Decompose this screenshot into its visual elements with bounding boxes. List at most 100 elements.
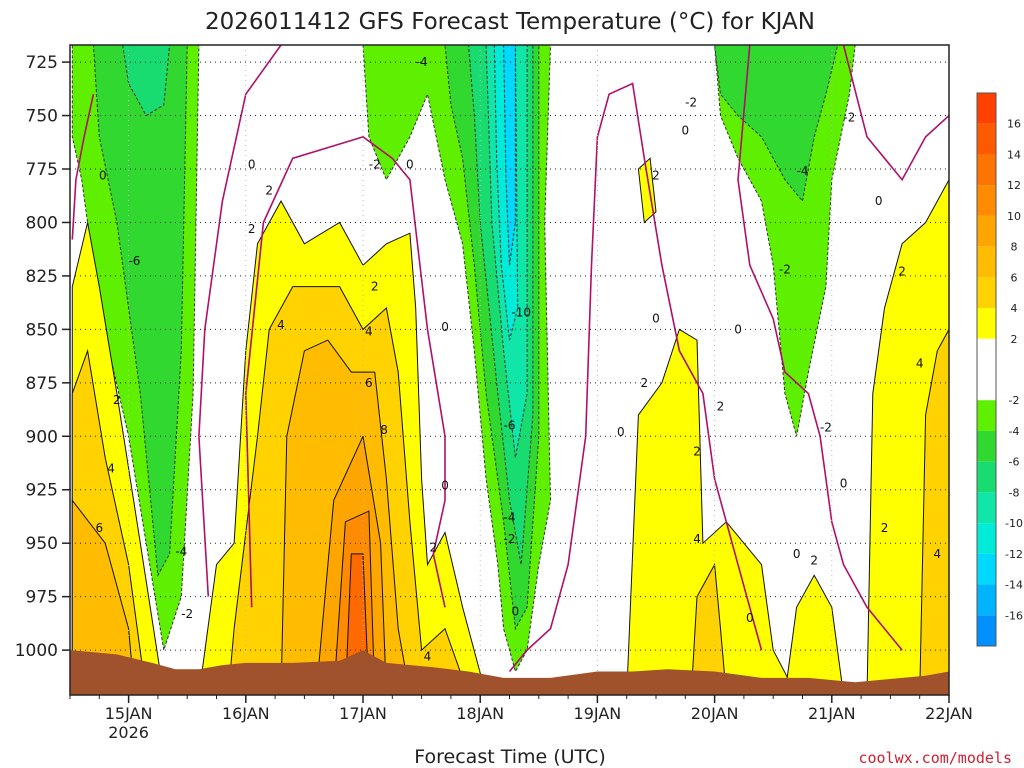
contour-label-30: 0 bbox=[652, 312, 660, 326]
contour-label-26: -2 bbox=[181, 607, 193, 621]
temperature-region-1 bbox=[92, 45, 188, 577]
contour-label-9: 0 bbox=[406, 158, 414, 172]
colorbar-tick-14: 14 bbox=[1007, 148, 1021, 161]
chart-title: 2026011412 GFS Forecast Temperature (°C)… bbox=[205, 9, 815, 35]
contour-label-10: -2 bbox=[369, 158, 381, 172]
xtick-label-20JAN: 20JAN bbox=[691, 704, 739, 723]
contour-label-27: 0 bbox=[617, 425, 625, 439]
contour-label-47: 4 bbox=[916, 357, 924, 371]
colorbar-tick-12: 12 bbox=[1007, 179, 1021, 192]
ytick-label-925: 925 bbox=[26, 481, 58, 501]
temperature-fill-layer bbox=[71, 45, 949, 695]
contour-label-15: -10 bbox=[511, 305, 531, 319]
contour-label-20: -4 bbox=[416, 55, 428, 69]
contour-label-33: 2 bbox=[693, 444, 701, 458]
temperature-region-25 bbox=[919, 329, 949, 695]
contour-label-14: 4 bbox=[424, 650, 432, 664]
contour-label-34: 2 bbox=[717, 399, 725, 413]
contour-label-3: 2 bbox=[248, 222, 256, 236]
colorbar-tick--12: -12 bbox=[1005, 548, 1023, 561]
contour-label-5: 4 bbox=[365, 325, 373, 339]
ytick-label-975: 975 bbox=[26, 588, 58, 608]
contour-label-29: 2 bbox=[652, 168, 660, 182]
colorbar-tick--10: -10 bbox=[1005, 517, 1023, 530]
contour-label-43: 0 bbox=[875, 194, 883, 208]
colorbar-band-16 bbox=[977, 615, 996, 646]
contour-label-1: 2 bbox=[265, 183, 273, 197]
colorbar-tick-2: 2 bbox=[1011, 333, 1018, 346]
contour-label-6: 6 bbox=[365, 376, 373, 390]
colorbar-band-14 bbox=[977, 553, 996, 585]
contour-label-11: 0 bbox=[441, 320, 449, 334]
temperature-region-21 bbox=[690, 562, 727, 695]
contour-label-45: 2 bbox=[810, 553, 818, 567]
temperature-region-2 bbox=[122, 45, 171, 117]
contour-label-42: 0 bbox=[840, 476, 848, 490]
colorbar-band-2 bbox=[977, 154, 996, 186]
ytick-label-900: 900 bbox=[26, 427, 58, 447]
colorbar-tick-10: 10 bbox=[1007, 210, 1021, 223]
temperature-region-9 bbox=[714, 45, 856, 437]
pressure-axis: 725 750 775 800 825 850 875 900 925 950 975 1000 bbox=[15, 53, 70, 661]
ytick-label-850: 850 bbox=[26, 320, 58, 340]
ytick-label-800: 800 bbox=[26, 213, 58, 233]
temperature-region-23 bbox=[784, 574, 845, 695]
colorbar-tick-8: 8 bbox=[1011, 241, 1018, 254]
colorbar-band-8 bbox=[977, 338, 996, 401]
colorbar-tick--6: -6 bbox=[1009, 456, 1020, 469]
terrain-surface bbox=[70, 650, 949, 695]
colorbar-band-12 bbox=[977, 492, 996, 524]
zero-isotherm-5 bbox=[842, 45, 949, 182]
colorbar-tick--14: -14 bbox=[1005, 579, 1023, 592]
contour-label-32: 0 bbox=[681, 124, 689, 138]
ytick-label-825: 825 bbox=[26, 267, 58, 287]
temperature-region-8 bbox=[503, 45, 516, 266]
xtick-label-16JAN: 16JAN bbox=[222, 704, 270, 723]
contour-label-19: 0 bbox=[512, 605, 520, 619]
contour-label-13: 2 bbox=[429, 540, 437, 554]
zero-isotherm-2 bbox=[244, 136, 446, 608]
colorbar-band-6 bbox=[977, 277, 996, 309]
colorbar-band-10 bbox=[977, 430, 996, 462]
colorbar-band-3 bbox=[977, 185, 996, 216]
contour-label-35: 4 bbox=[693, 532, 701, 546]
temperature-region-10 bbox=[714, 45, 839, 203]
xtick-label-22JAN: 22JAN bbox=[925, 704, 973, 723]
xtick-sublabel-15JAN: 2026 bbox=[108, 723, 149, 742]
contour-label-23: 6 bbox=[95, 521, 103, 535]
contour-label-44: 0 bbox=[793, 547, 801, 561]
ytick-label-875: 875 bbox=[26, 374, 58, 394]
colorbar-band-15 bbox=[977, 584, 996, 616]
contour-label-2: 4 bbox=[277, 318, 285, 332]
colorbar-band-13 bbox=[977, 523, 996, 554]
zero-isotherm-layer bbox=[71, 45, 949, 673]
credit-text: coolwx.com/models bbox=[858, 749, 1012, 767]
zero-isotherm-3 bbox=[508, 82, 763, 673]
colorbar-band-1 bbox=[977, 123, 996, 155]
contour-label-46: 2 bbox=[898, 265, 906, 279]
contour-label-36: 0 bbox=[746, 611, 754, 625]
contour-label-38: -2 bbox=[779, 263, 791, 277]
xtick-label-17JAN: 17JAN bbox=[339, 704, 387, 723]
colorbar-tick-16: 16 bbox=[1007, 118, 1021, 131]
ytick-label-775: 775 bbox=[26, 160, 58, 180]
xtick-label-21JAN: 21JAN bbox=[808, 704, 856, 723]
colorbar-frame bbox=[976, 92, 997, 647]
contour-label-17: -2 bbox=[504, 532, 516, 546]
ytick-label-950: 950 bbox=[26, 534, 58, 554]
colorbar-band-4 bbox=[977, 215, 996, 247]
colorbar-tick-6: 6 bbox=[1011, 271, 1018, 284]
colorbar-tick--8: -8 bbox=[1009, 486, 1020, 499]
zero-isotherm-0 bbox=[71, 94, 95, 240]
temperature-region-20 bbox=[626, 328, 798, 695]
xtick-label-15JAN: 15JAN bbox=[105, 704, 153, 723]
colorbar-tick--2: -2 bbox=[1009, 394, 1020, 407]
colorbar: 16 14 12 10 8 6 4 2 -2 -4 -6 -8 -10 -12 -14 -16 bbox=[976, 92, 1023, 647]
contour-label-49: 4 bbox=[933, 547, 941, 561]
contour-label-40: -2 bbox=[843, 111, 855, 125]
contour-label-24: -6 bbox=[128, 254, 140, 268]
contour-label-12: 0 bbox=[441, 478, 449, 492]
